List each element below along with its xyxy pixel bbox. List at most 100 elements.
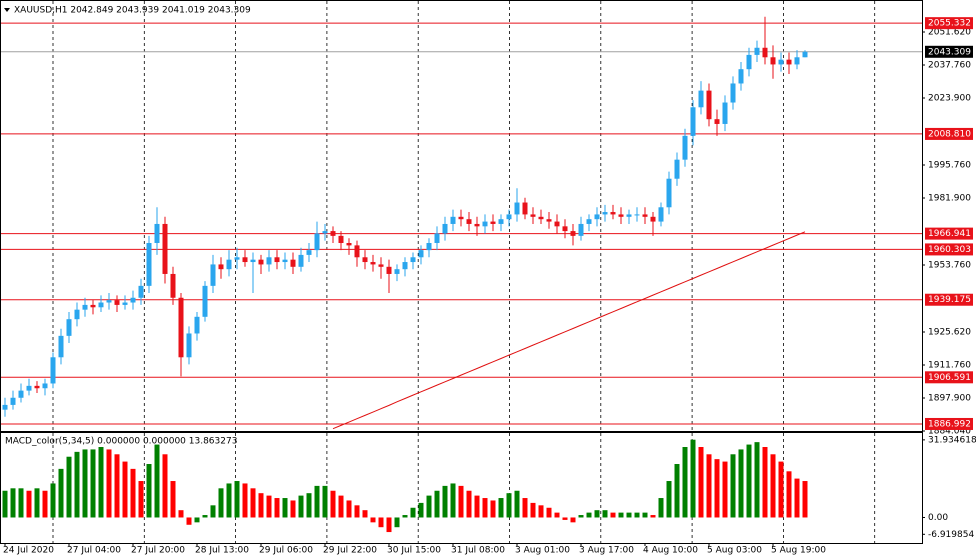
x-tick-label: 24 Jul 2020 (3, 546, 54, 556)
macd-bar (610, 512, 616, 518)
macd-bar (650, 515, 656, 518)
macd-bar (418, 502, 424, 518)
macd-bar (338, 495, 344, 518)
candle-body (482, 221, 488, 227)
macd-bar (562, 517, 568, 520)
macd-bar (698, 446, 704, 518)
candle-body (754, 47, 760, 55)
level-label: 1906.591 (928, 373, 971, 383)
macd-bar (394, 517, 400, 528)
macd-bar (722, 461, 728, 518)
macd-bar (794, 478, 800, 518)
candle-body (578, 223, 584, 236)
candle-body (58, 335, 64, 358)
candle-body (722, 102, 728, 124)
candle-body (26, 385, 32, 391)
macd-bar (50, 483, 56, 518)
y-tick-label: 1995.760 (928, 161, 971, 171)
candle-body (458, 216, 464, 220)
candle-body (474, 223, 480, 227)
candle-body (402, 262, 408, 270)
candle-body (546, 219, 552, 222)
candle-body (178, 297, 184, 358)
candle-body (266, 257, 272, 265)
macd-bar (234, 481, 240, 518)
macd-bar (2, 490, 8, 518)
candle-body (314, 233, 320, 251)
candle-body (138, 285, 144, 298)
candle-body (210, 264, 216, 286)
candle-body (290, 259, 296, 267)
candle-body (18, 390, 24, 398)
macd-bar (770, 454, 776, 518)
candle-body (74, 309, 80, 320)
macd-bar (298, 495, 304, 518)
candle-body (658, 207, 664, 222)
macd-bar (714, 459, 720, 518)
x-tick-label: 5 Aug 19:00 (771, 546, 826, 556)
candle-body (50, 357, 56, 384)
y-tick-label: 2023.900 (928, 94, 971, 104)
candle-body (186, 333, 192, 358)
candle-body (762, 47, 768, 58)
candle-body (426, 243, 432, 251)
candle-body (146, 243, 152, 286)
candle-body (554, 221, 560, 227)
candle-body (602, 212, 608, 215)
candle-body (42, 383, 48, 389)
candle-body (538, 216, 544, 220)
macd-bar (554, 512, 560, 518)
macd-bar (18, 488, 24, 518)
x-tick-label: 27 Jul 04:00 (67, 546, 121, 556)
chart-title: XAUUSD,H1 2042.849 2043.939 2041.019 204… (14, 6, 251, 16)
macd-bar (106, 449, 112, 518)
x-tick-label: 3 Aug 17:00 (579, 546, 634, 556)
candle-body (514, 202, 520, 215)
macd-bar (546, 507, 552, 518)
macd-bar (26, 490, 32, 518)
candle-body (370, 262, 376, 265)
macd-bar (74, 451, 80, 518)
candle-body (506, 214, 512, 220)
macd-plot (2, 439, 808, 533)
candle-body (714, 119, 720, 124)
candle-body (466, 219, 472, 224)
x-tick-label: 29 Jul 22:00 (323, 546, 377, 556)
macd-bar (410, 507, 416, 518)
candle-body (34, 385, 40, 389)
macd-bar (122, 461, 128, 518)
y-tick-label: 2051.620 (928, 28, 971, 38)
bid-label-bg (925, 45, 973, 58)
candle-body (586, 219, 592, 224)
candle-body (450, 216, 456, 224)
macd-bar (34, 488, 40, 518)
candle-body (730, 83, 736, 103)
candle-body (522, 202, 528, 215)
candle-body (530, 214, 536, 217)
macd-bar (242, 483, 248, 518)
macd-bar (530, 502, 536, 518)
macd-bar (346, 500, 352, 518)
macd-bar (250, 488, 256, 518)
macd-bar (658, 498, 664, 518)
macd-bar (266, 495, 272, 518)
macd-bar (378, 517, 384, 528)
candle-body (250, 259, 256, 263)
macd-bar (490, 500, 496, 518)
macd-bar (362, 510, 368, 518)
level-label: 2008.810 (928, 129, 971, 139)
candle-body (274, 257, 280, 263)
macd-bar (754, 442, 760, 518)
y-tick-label: 0.00 (928, 513, 948, 523)
y-tick-label: 1953.760 (928, 261, 971, 271)
macd-bar (738, 449, 744, 518)
macd-bar (450, 483, 456, 518)
macd-bar (274, 498, 280, 518)
macd-bar (434, 490, 440, 518)
y-tick-label: 1925.620 (928, 328, 971, 338)
x-tick-label: 27 Jul 20:00 (131, 546, 185, 556)
macd-bar (642, 512, 648, 518)
macd-bar (522, 498, 528, 518)
candle-body (10, 397, 16, 405)
candle-body (378, 264, 384, 267)
